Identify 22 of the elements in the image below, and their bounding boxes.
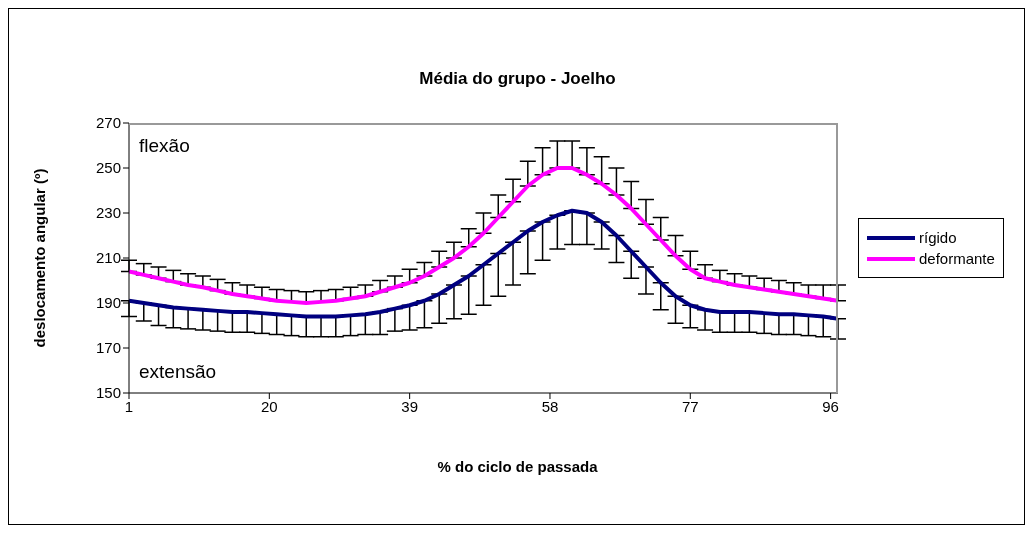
x-axis-title: % do ciclo de passada: [436, 458, 599, 475]
y-tick-label: 230: [95, 204, 121, 222]
x-tick-label: 58: [541, 397, 559, 415]
legend-label: deformante: [919, 250, 995, 267]
y-tick-label: 190: [95, 294, 121, 312]
annotation: extensão: [139, 361, 217, 383]
x-tick-label: 96: [822, 397, 839, 415]
x-tick-label: 77: [681, 397, 699, 415]
chart-title: Média do grupo - Joelho: [418, 69, 617, 89]
line-series: [129, 208, 838, 321]
line-series: [129, 166, 838, 305]
x-tick-label: 1: [124, 397, 134, 415]
y-tick-label: 150: [95, 384, 121, 402]
y-tick-label: 210: [95, 249, 121, 267]
legend-label: rígido: [919, 229, 957, 246]
y-axis-title: deslocamento angular (º): [30, 168, 48, 348]
y-tick-label: 270: [95, 114, 121, 132]
x-tick-label: 20: [260, 397, 278, 415]
x-tick-label: 39: [401, 397, 418, 415]
y-tick-label: 250: [95, 159, 121, 177]
y-tick-label: 170: [95, 339, 121, 357]
annotation: flexão: [139, 135, 190, 157]
